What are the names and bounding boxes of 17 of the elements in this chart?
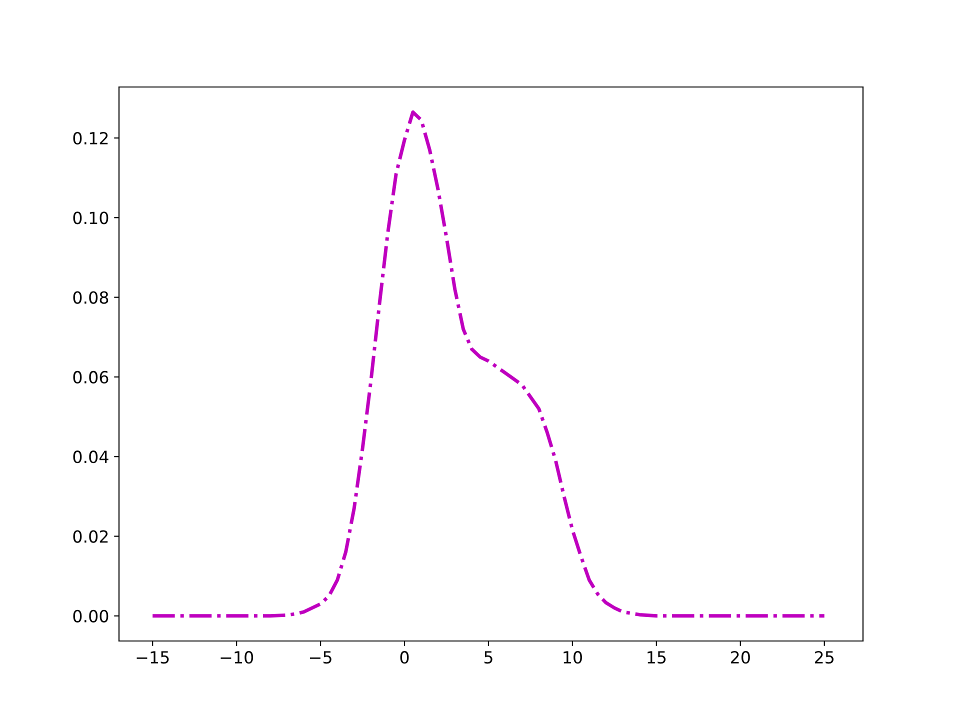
x-tick-label: 20 [731, 651, 750, 664]
y-tick-label: 0.00 [73, 610, 108, 622]
x-tick-label: 25 [814, 651, 834, 664]
x-tick-label: −15 [136, 651, 169, 664]
x-tick-label: 10 [564, 651, 582, 664]
y-tick-label: 0.08 [73, 291, 108, 304]
y-tick-label: 0.04 [73, 450, 108, 464]
y-tick-label: 0.06 [73, 370, 108, 384]
x-tick-label: −5 [310, 651, 332, 664]
x-tick-label: −10 [220, 651, 254, 664]
x-tick-label: 0 [400, 651, 409, 664]
line-series [150, 110, 826, 618]
x-tick-label: 5 [484, 651, 492, 664]
y-tick-label: 0.12 [73, 132, 108, 145]
y-tick-label: 0.10 [73, 212, 108, 224]
y-tick-label: 0.02 [73, 530, 108, 543]
x-tick-label: 15 [648, 651, 666, 664]
